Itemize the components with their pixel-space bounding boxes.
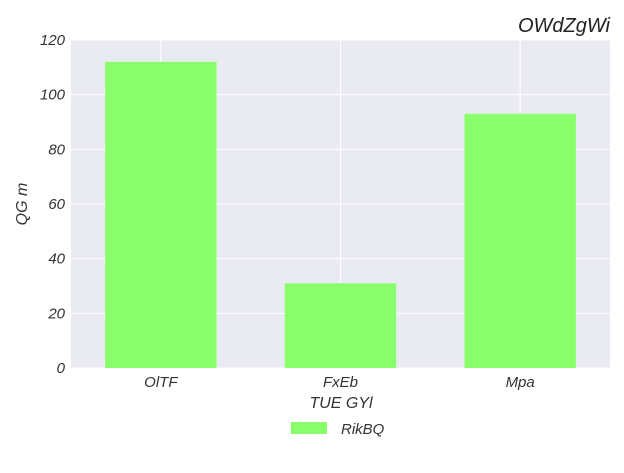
bar-fxeb [284, 283, 397, 368]
x-tick-label: Mpa [506, 374, 535, 391]
y-tick-label: 60 [48, 196, 65, 213]
y-tick-label: 20 [47, 305, 65, 322]
bar-oltf [105, 61, 217, 368]
x-tick-label: OlTF [144, 374, 178, 391]
legend-swatch [291, 422, 327, 434]
legend: RikBQ [291, 421, 385, 438]
x-axis-ticks: OlTF FxEb Mpa [144, 374, 535, 391]
bar-mpa [464, 113, 576, 368]
y-tick-label: 80 [48, 141, 65, 158]
x-tick-label: FxEb [323, 374, 358, 391]
y-tick-label: 100 [40, 87, 66, 104]
bars [105, 61, 576, 368]
chart-title: OWdZgWi [518, 15, 611, 37]
y-tick-label: 40 [48, 251, 65, 268]
y-axis-ticks: 0 20 40 60 80 100 120 [40, 32, 66, 377]
legend-label: RikBQ [341, 421, 385, 438]
y-tick-label: 0 [57, 360, 66, 377]
y-axis-label: QG m [14, 183, 31, 226]
x-axis-label: TUE GYl [309, 395, 373, 412]
y-tick-label: 120 [40, 32, 66, 49]
